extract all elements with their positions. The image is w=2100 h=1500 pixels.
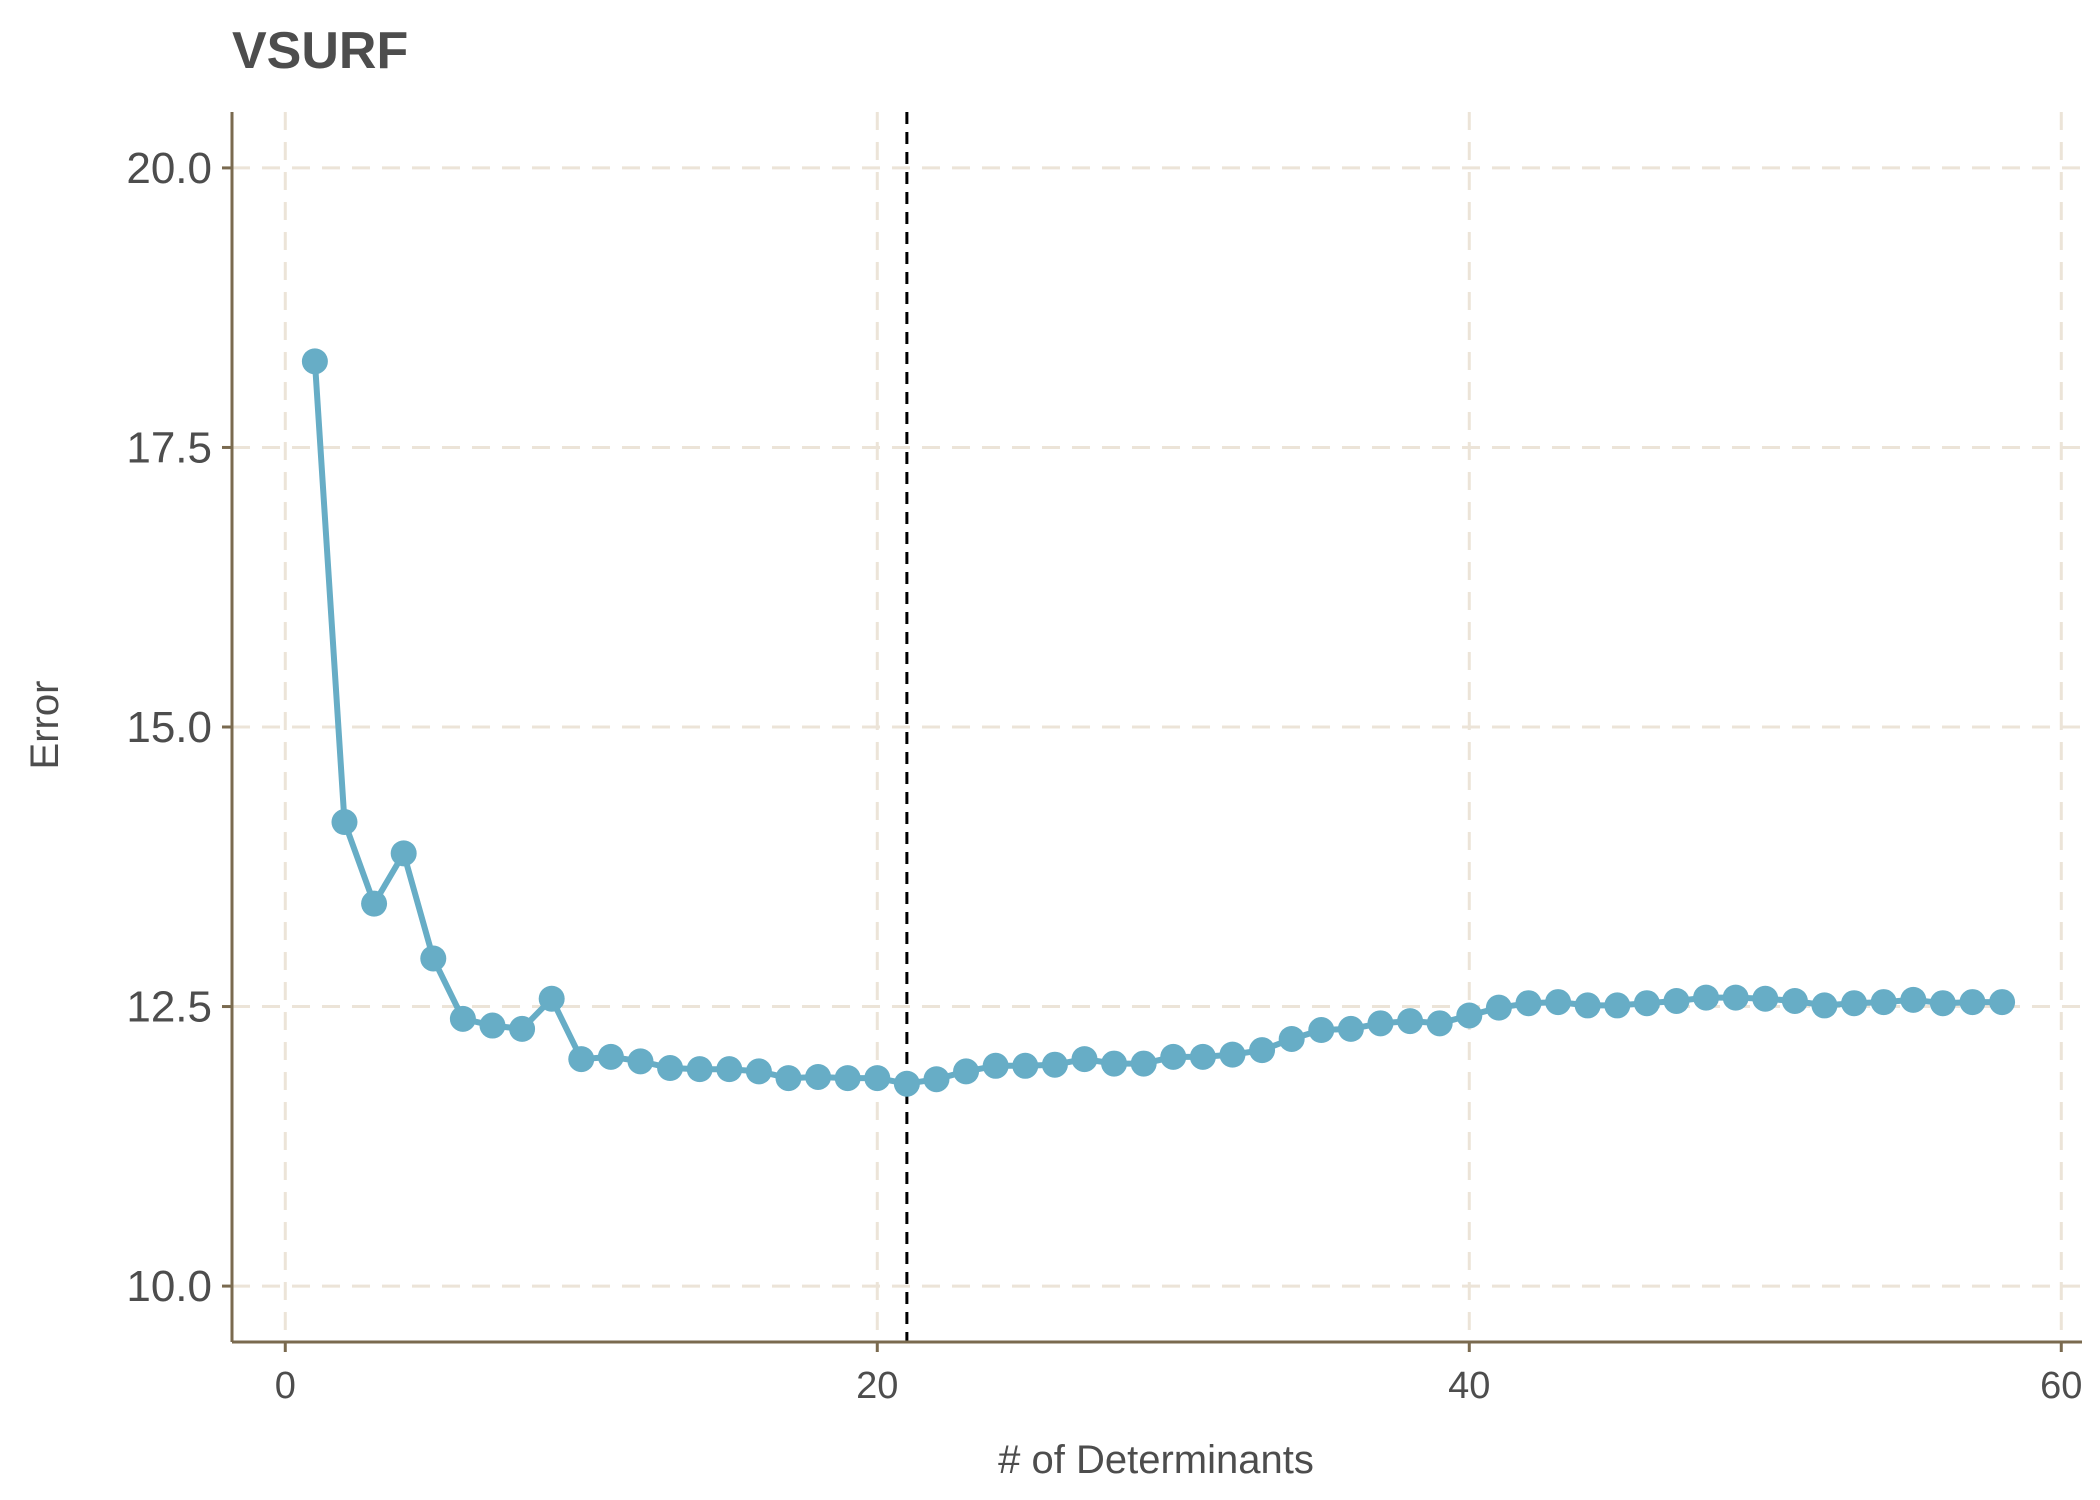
data-point [1308, 1017, 1335, 1044]
data-point [1219, 1041, 1246, 1068]
y-tick-label: 15.0 [126, 703, 212, 752]
data-point [1752, 985, 1779, 1012]
x-axis-label: # of Determinants [998, 1438, 1314, 1482]
data-point [1722, 984, 1749, 1011]
data-point [982, 1052, 1009, 1079]
data-point [1574, 992, 1601, 1019]
data-point [1515, 990, 1542, 1017]
data-point [627, 1048, 654, 1075]
x-tick-label: 40 [1448, 1365, 1490, 1407]
data-point [686, 1056, 713, 1083]
data-point [1781, 987, 1808, 1014]
data-point [1426, 1010, 1453, 1037]
data-point [1101, 1050, 1128, 1077]
chart-title: VSURF [232, 22, 408, 80]
axes [222, 112, 2082, 1352]
data-point [805, 1063, 832, 1090]
data-point [597, 1043, 624, 1070]
y-tick-label: 12.5 [126, 983, 212, 1032]
data-point [1811, 992, 1838, 1019]
data-point [1278, 1025, 1305, 1052]
data-point [1071, 1046, 1098, 1073]
data-point [390, 840, 417, 867]
series [301, 348, 2016, 1097]
data-point [1397, 1008, 1424, 1035]
data-point [331, 809, 358, 836]
x-tick-label: 0 [275, 1365, 296, 1407]
data-point [1041, 1051, 1068, 1078]
data-point [1841, 990, 1868, 1017]
y-tick-label: 17.5 [126, 423, 212, 472]
data-point [923, 1066, 950, 1093]
data-point [1870, 989, 1897, 1016]
data-point [1959, 989, 1986, 1016]
data-point [1130, 1050, 1157, 1077]
data-point [1989, 989, 2016, 1016]
data-point [301, 348, 328, 375]
data-point [538, 985, 565, 1012]
data-point [509, 1015, 536, 1042]
data-point [1012, 1052, 1039, 1079]
data-point [657, 1055, 684, 1082]
data-point [1929, 990, 1956, 1017]
data-point [1367, 1010, 1394, 1037]
data-point [834, 1065, 861, 1092]
y-tick-label: 20.0 [126, 144, 212, 193]
y-tick-label: 10.0 [126, 1262, 212, 1311]
data-point [1693, 984, 1720, 1011]
data-point [893, 1070, 920, 1097]
data-point [1189, 1043, 1216, 1070]
data-point [1456, 1002, 1483, 1029]
data-point [716, 1056, 743, 1083]
data-point [449, 1005, 476, 1032]
data-point [361, 890, 388, 917]
data-point [1337, 1015, 1364, 1042]
tick-labels: 10.0 12.5 15.0 17.5 20.0 0 20 40 60 [126, 144, 2082, 1407]
data-point [775, 1065, 802, 1092]
data-point [1485, 994, 1512, 1021]
grid [232, 112, 2082, 1342]
data-point [1545, 989, 1572, 1016]
data-point [1604, 992, 1631, 1019]
data-point [864, 1065, 891, 1092]
data-point [479, 1012, 506, 1039]
data-point [568, 1046, 595, 1073]
data-point [1900, 986, 1927, 1013]
data-point [1663, 987, 1690, 1014]
x-tick-label: 60 [2040, 1365, 2082, 1407]
data-point [1633, 990, 1660, 1017]
x-tick-label: 20 [856, 1365, 898, 1407]
data-point [420, 945, 447, 972]
series-line [311, 361, 2003, 1087]
data-point [953, 1058, 980, 1085]
data-point [1160, 1043, 1187, 1070]
data-point [745, 1058, 772, 1085]
data-point [1249, 1037, 1276, 1064]
y-axis-label: Error [23, 681, 67, 770]
